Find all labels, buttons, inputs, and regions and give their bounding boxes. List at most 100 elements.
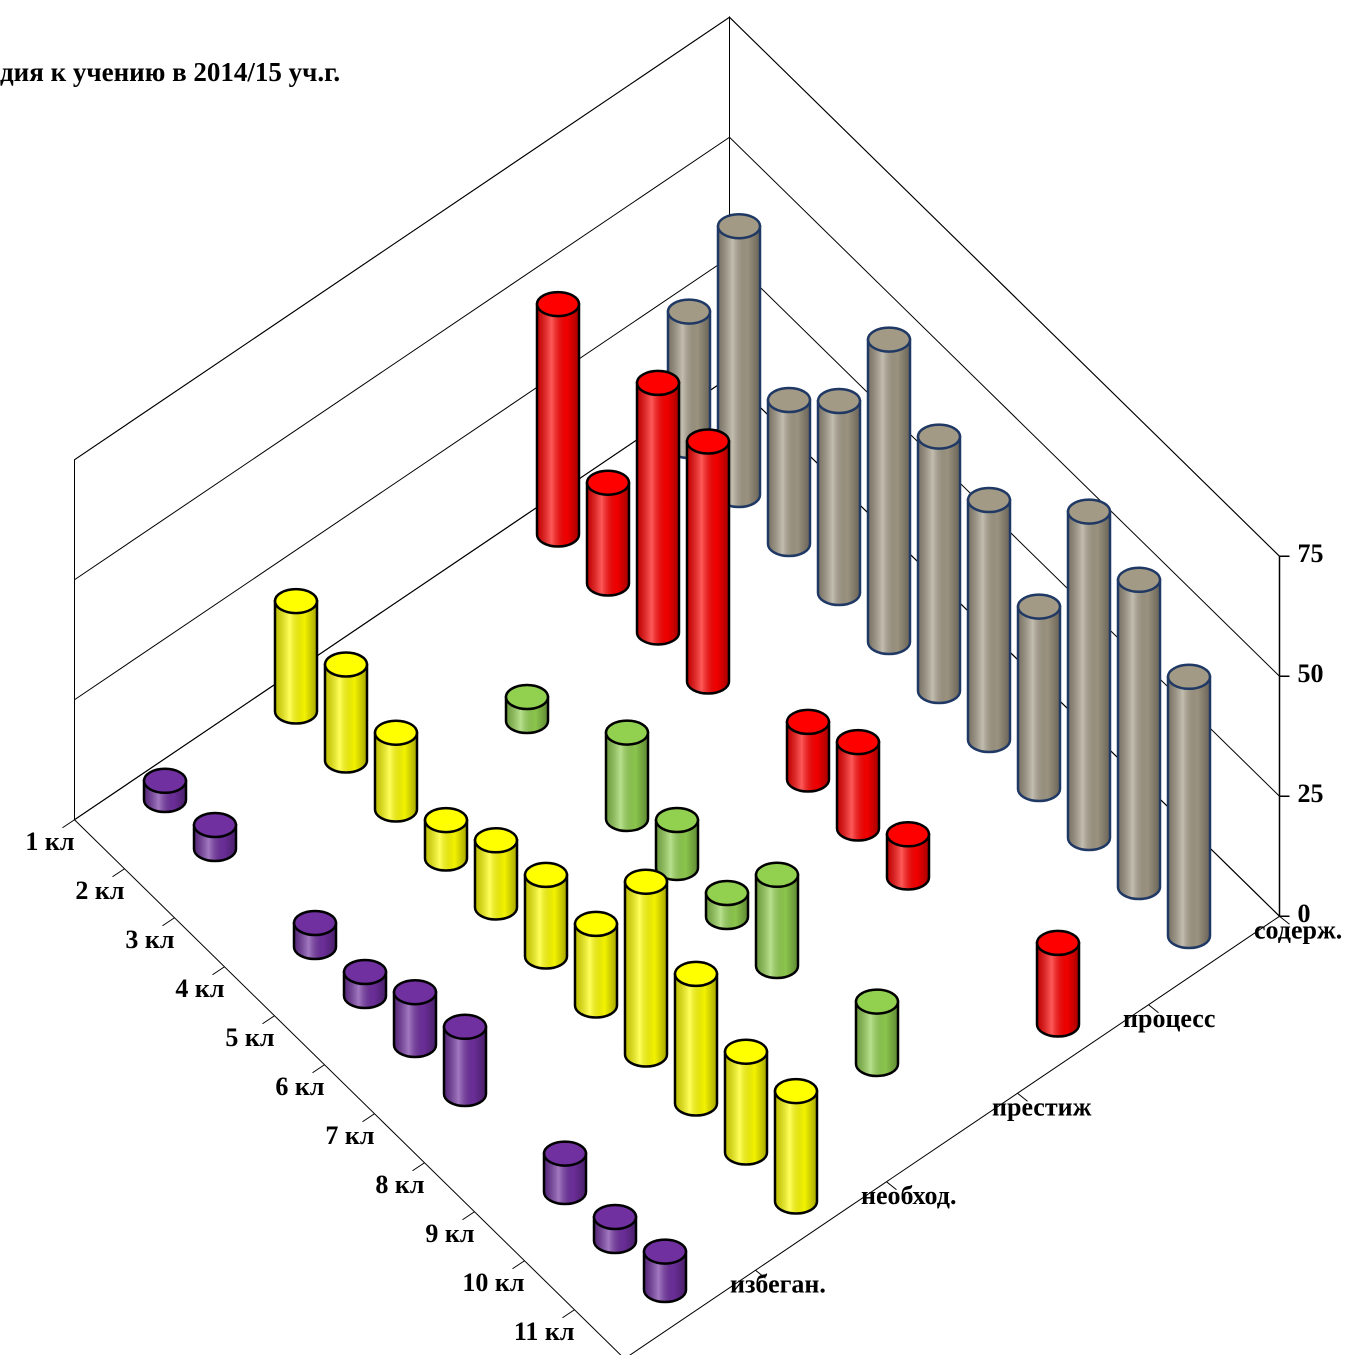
bar-top (535, 290, 581, 318)
x-tick-label: 9 кл (425, 1219, 474, 1248)
bar-top (192, 811, 238, 839)
bar-top (854, 988, 900, 1015)
bar-shade (816, 399, 862, 607)
bar-top (754, 861, 800, 889)
x-tick (212, 966, 225, 976)
bar-top (473, 827, 519, 854)
bar-top (1166, 663, 1212, 691)
bar (592, 1203, 638, 1255)
bar-shade (535, 302, 581, 548)
bar (523, 861, 569, 970)
y-tick-label: 0 (1298, 899, 1311, 928)
bar-shade (623, 880, 669, 1068)
bar-shade (1116, 578, 1162, 901)
bar-top (685, 428, 731, 455)
bar-top (585, 469, 631, 496)
bar-top (966, 486, 1012, 514)
bar-shade (542, 1152, 588, 1206)
bar (473, 827, 519, 921)
bar-shade (766, 398, 812, 558)
bar (854, 988, 900, 1078)
y-tick-label: 50 (1298, 659, 1324, 688)
x-tick-label: 2 кл (75, 876, 124, 905)
bar (192, 811, 238, 863)
bar-top (704, 879, 750, 907)
bar-shade (1166, 675, 1212, 950)
bar (373, 719, 419, 823)
bar (342, 958, 388, 1010)
grid-line (74, 16, 1280, 557)
bar-shade (392, 990, 438, 1059)
chart-title: дия к учению в 2014/15 уч.г. (0, 57, 340, 87)
y-tick-label: 75 (1298, 539, 1324, 568)
bar-top (623, 868, 669, 895)
bar (442, 1013, 488, 1108)
x-tick (112, 868, 125, 878)
bar (423, 806, 469, 872)
bar-shade (785, 720, 831, 793)
bar-shade (423, 818, 469, 872)
bar (535, 290, 581, 548)
bar-top (635, 369, 681, 397)
bar-top (373, 719, 419, 746)
bar-shade (585, 481, 631, 597)
bar (323, 651, 369, 774)
x-tick (312, 1064, 325, 1074)
bar-top (342, 958, 388, 986)
bar-shade (835, 740, 881, 842)
x-tick (412, 1162, 425, 1172)
z-tick (1148, 1004, 1159, 1014)
bar-top (323, 651, 369, 678)
bar-top (573, 910, 619, 938)
bar-shade (916, 435, 962, 705)
x-tick (162, 917, 175, 927)
x-tick-label: 3 кл (125, 925, 174, 954)
x-tick (362, 1113, 375, 1123)
bar (816, 387, 862, 607)
bar-top (392, 978, 438, 1006)
bar (654, 806, 700, 882)
x-tick (562, 1309, 575, 1319)
bar-top (816, 387, 862, 415)
bar-top (292, 909, 338, 937)
bar (835, 728, 881, 842)
bar-top (773, 1077, 819, 1105)
bar (866, 326, 912, 656)
bar (292, 909, 338, 961)
left-wall (74, 16, 730, 821)
bar-top (523, 861, 569, 889)
series-label: содерж. (1254, 915, 1342, 944)
series-label: процесс (1123, 1004, 1215, 1033)
grid-line (74, 136, 1280, 677)
x-tick-label: 7 кл (325, 1121, 374, 1150)
bar-top (604, 719, 650, 746)
bar-shade (373, 731, 419, 823)
bar-top (654, 806, 700, 834)
bar-top (785, 708, 831, 736)
bar-top (766, 386, 812, 414)
bar-top (142, 767, 188, 795)
bar-shade (323, 663, 369, 774)
bar (392, 978, 438, 1059)
bar (966, 486, 1012, 754)
bar (623, 868, 669, 1068)
x-tick-label: 4 кл (175, 974, 224, 1003)
bar (585, 469, 631, 597)
bar (573, 910, 619, 1019)
bar-shade (685, 440, 731, 695)
bar-shade (473, 839, 519, 921)
bar (766, 386, 812, 558)
bar-top (1066, 498, 1112, 525)
bar-top (273, 587, 319, 615)
bar-top (666, 298, 712, 325)
bar (1035, 929, 1081, 1038)
x-tick-label: 8 кл (375, 1170, 424, 1199)
bar (642, 1238, 688, 1304)
series-label: избеган. (730, 1269, 826, 1298)
bar (754, 861, 800, 980)
x-tick (62, 819, 75, 829)
bar (916, 423, 962, 705)
bar-shade (442, 1025, 488, 1108)
bar-shade (1035, 941, 1081, 1038)
